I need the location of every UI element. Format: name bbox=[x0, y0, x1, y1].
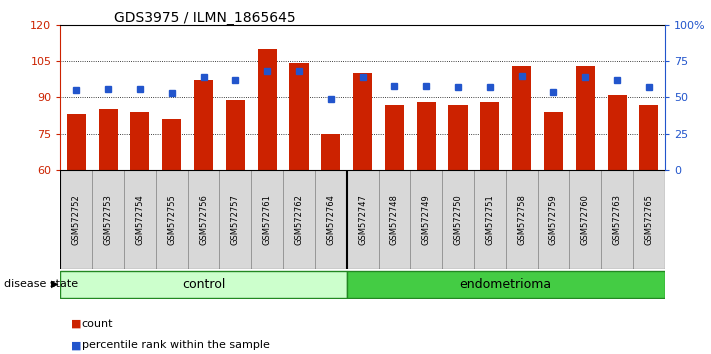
FancyBboxPatch shape bbox=[602, 170, 633, 269]
Bar bbox=[162, 119, 181, 170]
FancyBboxPatch shape bbox=[251, 170, 283, 269]
FancyBboxPatch shape bbox=[220, 170, 251, 269]
Text: GSM572749: GSM572749 bbox=[422, 194, 431, 245]
Bar bbox=[289, 63, 309, 170]
FancyBboxPatch shape bbox=[156, 170, 188, 269]
FancyBboxPatch shape bbox=[283, 170, 315, 269]
Bar bbox=[99, 109, 118, 170]
Text: GSM572753: GSM572753 bbox=[104, 194, 112, 245]
Bar bbox=[353, 73, 372, 170]
FancyBboxPatch shape bbox=[378, 170, 410, 269]
Bar bbox=[321, 133, 341, 170]
Bar bbox=[417, 102, 436, 170]
Bar bbox=[449, 104, 468, 170]
Text: GSM572754: GSM572754 bbox=[136, 194, 144, 245]
Text: endometrioma: endometrioma bbox=[460, 278, 552, 291]
Bar bbox=[257, 49, 277, 170]
Text: GSM572756: GSM572756 bbox=[199, 194, 208, 245]
FancyBboxPatch shape bbox=[347, 270, 665, 298]
FancyBboxPatch shape bbox=[410, 170, 442, 269]
FancyBboxPatch shape bbox=[347, 170, 378, 269]
FancyBboxPatch shape bbox=[124, 170, 156, 269]
Text: GSM572762: GSM572762 bbox=[294, 194, 304, 245]
Text: ■: ■ bbox=[71, 319, 82, 329]
Text: GSM572764: GSM572764 bbox=[326, 194, 336, 245]
FancyBboxPatch shape bbox=[315, 170, 347, 269]
Text: GSM572750: GSM572750 bbox=[454, 194, 463, 245]
Text: percentile rank within the sample: percentile rank within the sample bbox=[82, 340, 269, 350]
Text: GSM572761: GSM572761 bbox=[262, 194, 272, 245]
Text: ■: ■ bbox=[71, 340, 82, 350]
Text: GSM572763: GSM572763 bbox=[613, 194, 621, 245]
Text: GSM572752: GSM572752 bbox=[72, 194, 81, 245]
Text: GSM572765: GSM572765 bbox=[644, 194, 653, 245]
Bar bbox=[481, 102, 499, 170]
Text: GSM572747: GSM572747 bbox=[358, 194, 367, 245]
Bar bbox=[639, 104, 658, 170]
FancyBboxPatch shape bbox=[60, 270, 347, 298]
Text: GSM572758: GSM572758 bbox=[517, 194, 526, 245]
Text: GSM572748: GSM572748 bbox=[390, 194, 399, 245]
FancyBboxPatch shape bbox=[442, 170, 474, 269]
Text: GSM572759: GSM572759 bbox=[549, 194, 558, 245]
Text: GSM572757: GSM572757 bbox=[231, 194, 240, 245]
Text: GSM572755: GSM572755 bbox=[167, 194, 176, 245]
Text: count: count bbox=[82, 319, 113, 329]
FancyBboxPatch shape bbox=[538, 170, 570, 269]
Bar bbox=[130, 112, 149, 170]
Bar bbox=[194, 80, 213, 170]
FancyBboxPatch shape bbox=[633, 170, 665, 269]
FancyBboxPatch shape bbox=[188, 170, 220, 269]
Bar bbox=[385, 104, 404, 170]
Text: GSM572751: GSM572751 bbox=[486, 194, 494, 245]
FancyBboxPatch shape bbox=[474, 170, 506, 269]
Text: GSM572760: GSM572760 bbox=[581, 194, 589, 245]
FancyBboxPatch shape bbox=[570, 170, 602, 269]
Bar bbox=[512, 66, 531, 170]
Text: GDS3975 / ILMN_1865645: GDS3975 / ILMN_1865645 bbox=[114, 11, 295, 25]
Bar bbox=[544, 112, 563, 170]
FancyBboxPatch shape bbox=[506, 170, 538, 269]
Text: control: control bbox=[182, 278, 225, 291]
Bar bbox=[226, 100, 245, 170]
Text: ▶: ▶ bbox=[50, 279, 58, 289]
FancyBboxPatch shape bbox=[60, 170, 92, 269]
Bar bbox=[67, 114, 86, 170]
Text: disease state: disease state bbox=[4, 279, 77, 289]
Bar bbox=[576, 66, 595, 170]
FancyBboxPatch shape bbox=[92, 170, 124, 269]
Bar bbox=[607, 95, 626, 170]
